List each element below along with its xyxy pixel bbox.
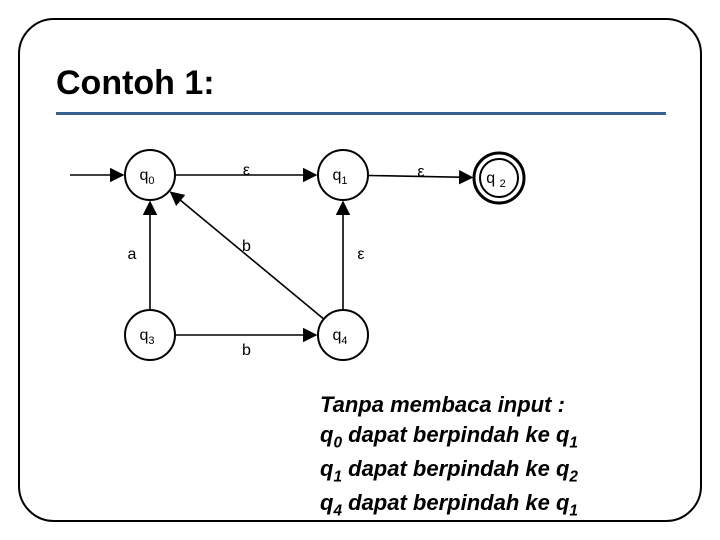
edge-label: ε [243,162,250,179]
edge-label: ε [357,246,364,263]
caption-line: Tanpa membaca input : [320,390,578,420]
caption-block: Tanpa membaca input :q0 dapat berpindah … [320,390,578,522]
edge-label: b [242,342,251,359]
caption-line: q4 dapat berpindah ke q1 [320,488,578,522]
state-q1: q1 [318,150,368,200]
state-q3: q3 [125,310,175,360]
slide: Contoh 1: εεaεbbq0q1q 2q3q4 Tanpa membac… [0,0,720,540]
edge-label: a [128,246,137,263]
edge-label: b [242,238,251,255]
state-q2: q 2 [474,153,524,203]
edge-label: ε [417,164,424,181]
caption-line: q0 dapat berpindah ke q1 [320,420,578,454]
state-q4: q4 [318,310,368,360]
state-q0: q0 [125,150,175,200]
edge [171,192,323,318]
caption-line: q1 dapat berpindah ke q2 [320,454,578,488]
